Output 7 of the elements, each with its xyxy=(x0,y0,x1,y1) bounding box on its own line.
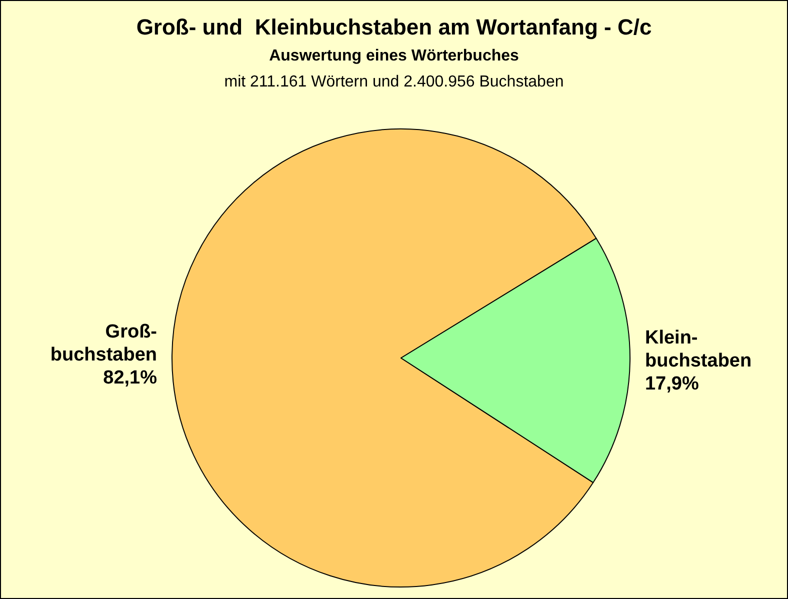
slice-label: Klein- buchstaben xyxy=(644,327,752,372)
text: mit 211.161 Wörtern und 2.400.956 Buchstaben xyxy=(224,74,564,90)
data-label: 17,9% xyxy=(644,373,699,394)
chart-subtitle: Auswertung eines Wörterbuches xyxy=(269,48,520,64)
chart-title: Groß- und Kleinbuchstaben am Wortanfang - C/c xyxy=(136,14,652,40)
slice-label: Groß- buchstaben xyxy=(50,322,158,366)
data-label: 82,1% xyxy=(103,368,158,389)
